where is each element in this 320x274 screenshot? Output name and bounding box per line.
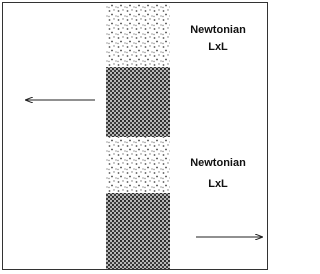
label: LxL [208, 41, 228, 53]
diagram: Newtonian LxL Newtonian LxL [0, 0, 271, 274]
dense-layer [106, 193, 170, 269]
dense-layer [106, 67, 170, 137]
light-layer [106, 137, 170, 193]
label: LxL [208, 178, 228, 190]
label: Newtonian [190, 24, 246, 36]
label: Newtonian [190, 157, 246, 169]
light-layer [106, 3, 170, 67]
